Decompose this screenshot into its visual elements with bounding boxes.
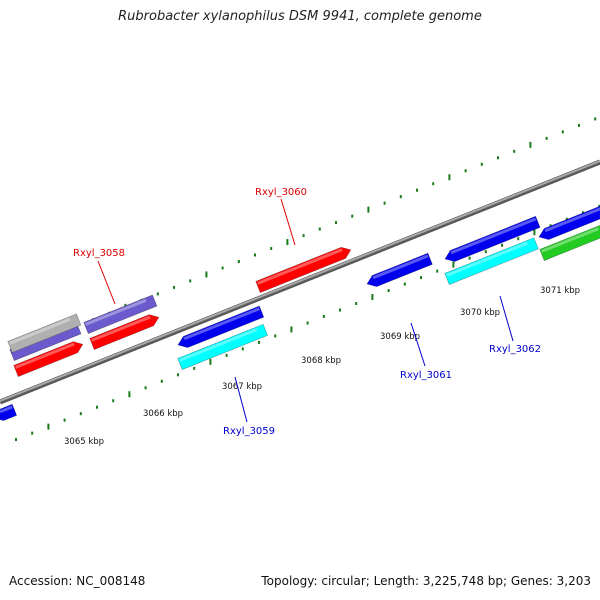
scale-label: 3068 kbp — [301, 356, 341, 366]
gene-arrow-green — [539, 223, 600, 261]
gene-arrow-red — [13, 341, 84, 377]
gene-arrow-blue-shine — [0, 405, 13, 414]
gene-arrow-green-shine — [541, 227, 599, 253]
gene-arrows — [0, 205, 600, 421]
gene-arrow-blue — [0, 403, 18, 421]
gene-arrow-blue — [444, 215, 541, 262]
gene-label: Rxyl_3062 — [489, 344, 541, 355]
gene-arrow-green-body — [539, 223, 600, 261]
gene-arrow-red-body — [89, 314, 160, 350]
gene-arrow-cyan-body — [177, 323, 269, 370]
backbone-group — [0, 159, 600, 405]
gene-arrow-silver-body — [7, 313, 82, 353]
gene-arrow-blue — [538, 205, 600, 240]
gene-arrow-blue — [177, 305, 265, 348]
gene-label-leader — [499, 295, 514, 342]
gene-arrow-red-body — [255, 246, 352, 293]
gene-arrow-blue-body — [538, 205, 600, 240]
gene-arrow-cyan-shine — [446, 241, 528, 277]
gene-arrow-blue-shine — [372, 254, 429, 280]
scale-label: 3066 kbp — [143, 409, 183, 419]
gene-arrow-silver-shine — [9, 317, 71, 345]
gene-arrow-blue-body — [366, 252, 433, 287]
gene-arrow-red — [89, 314, 160, 350]
gene-arrow-silver — [7, 313, 82, 353]
gene-label: Rxyl_3061 — [400, 370, 452, 381]
gene-label: Rxyl_3059 — [223, 426, 275, 437]
scale-label: 3067 kbp — [222, 382, 262, 392]
gene-arrow-blue — [366, 252, 433, 287]
genome-info-text: Topology: circular; Length: 3,225,748 bp… — [261, 574, 591, 588]
gene-arrow-purple — [83, 294, 158, 334]
gene-arrow-red — [255, 246, 352, 293]
gene-arrow-red-shine — [91, 315, 151, 342]
gene-arrow-red-shine — [15, 342, 75, 369]
scale-label: 3069 kbp — [380, 332, 420, 342]
gene-label: Rxyl_3060 — [255, 187, 307, 198]
gene-label: Rxyl_3058 — [73, 248, 125, 259]
gene-label-leader — [410, 322, 426, 367]
accession-text: Accession: NC_008148 — [9, 574, 146, 588]
gene-arrow-cyan — [444, 237, 539, 285]
map-title: Rubrobacter xylanophilus DSM 9941, compl… — [118, 9, 482, 24]
gene-arrow-cyan — [177, 323, 269, 370]
scale-label: 3071 kbp — [540, 286, 580, 296]
gene-arrow-cyan-body — [444, 237, 539, 285]
gene-arrow-red-body — [13, 341, 84, 377]
backbone-highlight — [0, 160, 600, 402]
gene-label-leader — [234, 376, 248, 423]
gene-arrow-red-shine — [257, 248, 343, 285]
gene-arrow-blue-body — [177, 305, 265, 348]
scale-label: 3070 kbp — [460, 308, 500, 318]
gene-arrow-purple-shine — [85, 298, 147, 326]
gene-label-leader — [280, 198, 296, 246]
scale-label: 3065 kbp — [64, 437, 104, 447]
gene-arrow-purple-body — [83, 294, 158, 334]
gene-arrow-blue-body — [0, 403, 18, 421]
gene-arrow-blue-shine — [183, 307, 260, 341]
gene-label-leader — [97, 260, 116, 305]
gene-arrow-blue-shine — [450, 217, 537, 255]
gene-arrow-cyan-shine — [179, 328, 258, 362]
gene-arrow-blue-shine — [544, 206, 600, 233]
gene-arrow-blue-body — [444, 215, 541, 262]
